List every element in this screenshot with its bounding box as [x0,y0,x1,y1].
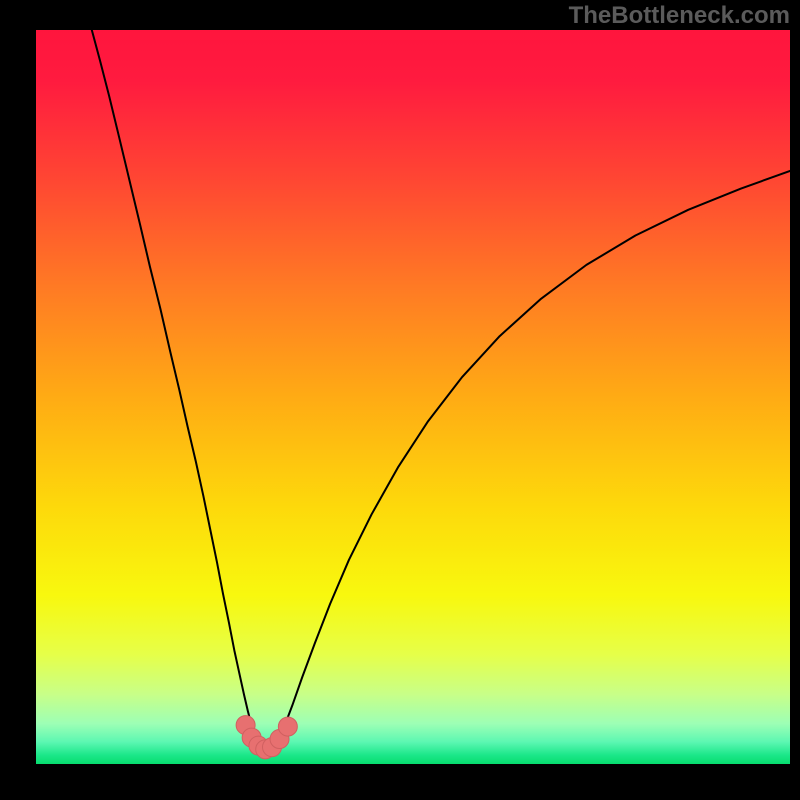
chart-overlay [36,30,790,764]
plot-area [36,30,790,764]
watermark-text: TheBottleneck.com [569,2,790,30]
curve-path [92,30,251,723]
curve-path [285,171,790,725]
dip-marker [278,717,297,736]
